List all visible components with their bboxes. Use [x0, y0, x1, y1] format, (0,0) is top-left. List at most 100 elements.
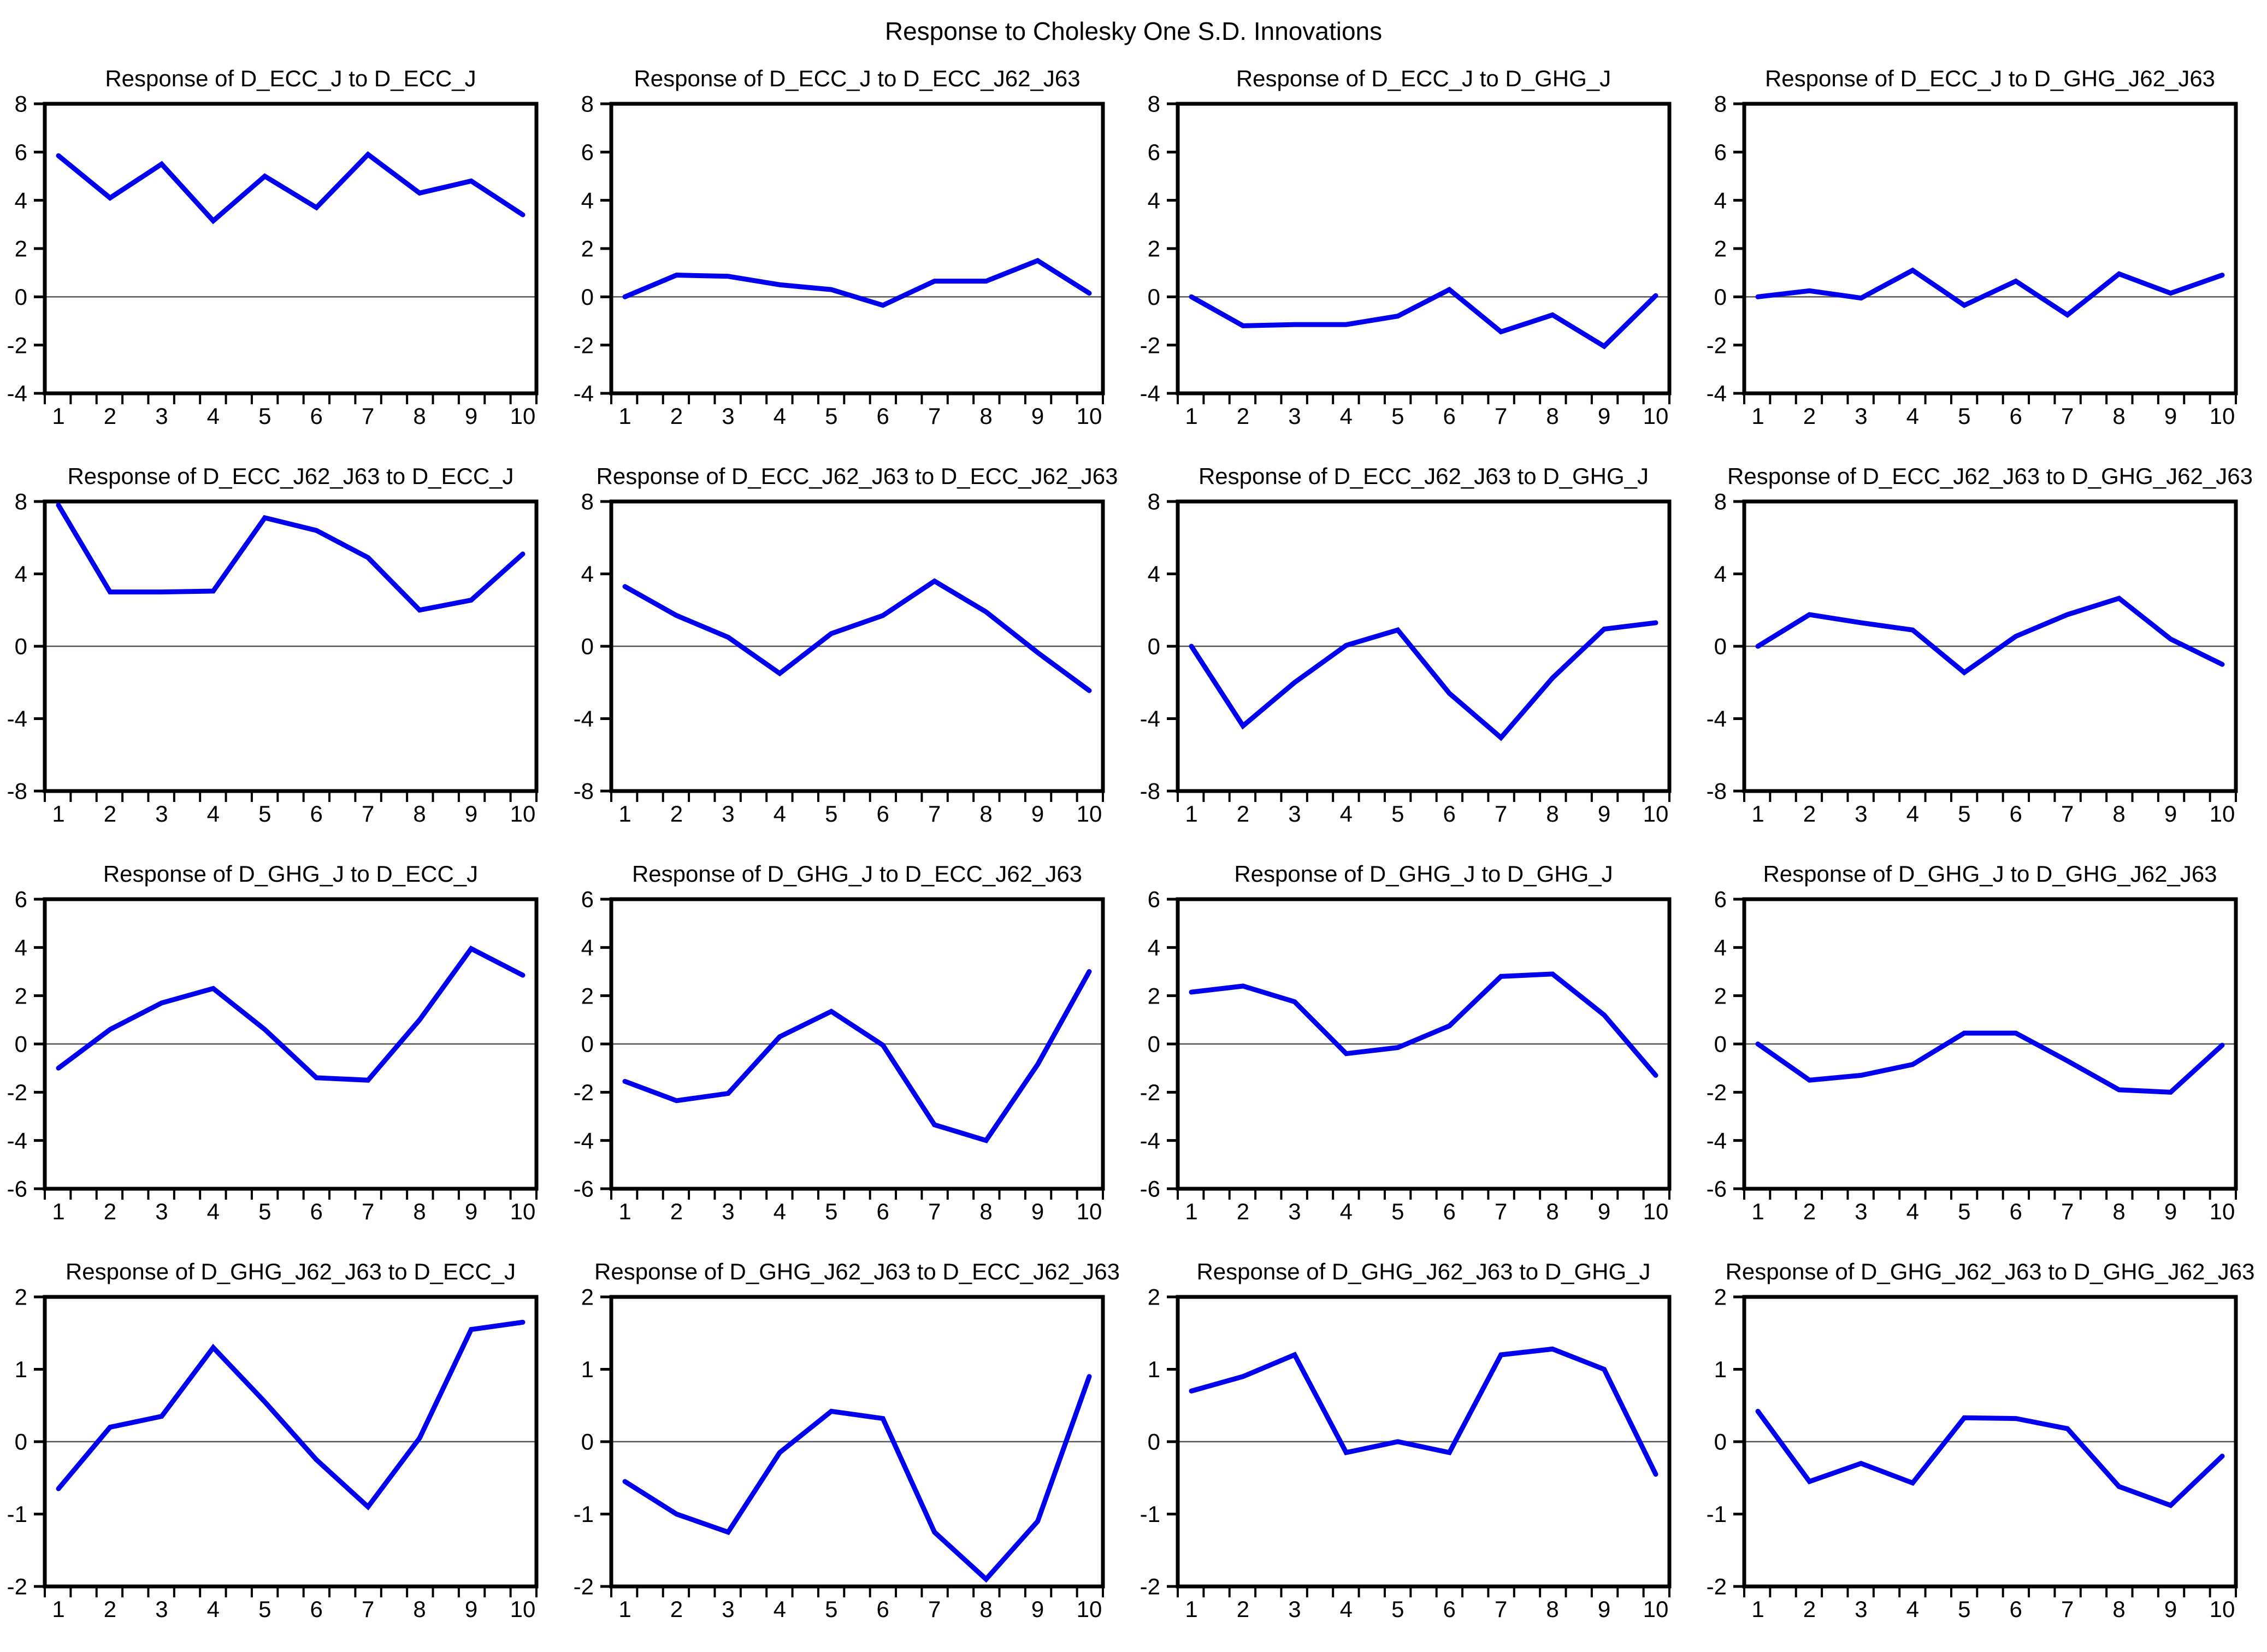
x-tick-label: 6 [310, 1199, 323, 1224]
axis-frame [43, 102, 539, 396]
subplot-cell: Response of D_ECC_J to D_ECC_J62_J63 8 6 4… [566, 60, 1133, 458]
x-tick-label: 5 [258, 403, 271, 429]
axis-frame [609, 897, 1105, 1191]
subplot-cell: Response of D_ECC_J to D_ECC_J 8 6 4 2 0 -2 -4… [0, 60, 566, 458]
x-tick-label: 8 [2112, 1596, 2125, 1622]
x-tick-label: 4 [1340, 1596, 1353, 1622]
x-tick-label: 3 [1288, 1199, 1301, 1224]
response-line [56, 503, 526, 613]
y-tick-label: -4 [7, 1128, 27, 1153]
x-tick-label: 10 [510, 801, 536, 827]
response-line [622, 258, 1092, 308]
subplot-title: Response of D_ECC_J62_J63 to D_GHG_J62_J… [1727, 463, 2253, 489]
y-tick-label: 6 [1714, 887, 1727, 912]
x-tick-label: 9 [465, 1199, 477, 1224]
x-tick-label: 3 [155, 1596, 168, 1622]
y-tick-label: 4 [15, 187, 27, 213]
y-tick-label: 1 [15, 1356, 27, 1382]
subplot-cell: Response of D_GHG_J62_J63 to D_GHG_J62_J… [1699, 1253, 2266, 1651]
axis-frame [1742, 499, 2238, 793]
subplot-cell: Response of D_GHG_J to D_ECC_J62_J63 6 4 2… [566, 856, 1133, 1253]
y-tick-label: -4 [7, 706, 27, 731]
axis-frame [609, 102, 1105, 396]
x-tick-label: 7 [928, 1596, 941, 1622]
subplot-title: Response of D_GHG_J62_J63 to D_GHG_J62_J… [1726, 1259, 2255, 1284]
subplot-title: Response of D_GHG_J to D_GHG_J [1234, 861, 1613, 887]
y-tick-label: -2 [1707, 1079, 1727, 1105]
y-tick-label: -4 [574, 1128, 594, 1153]
subplot-title: Response of D_ECC_J to D_GHG_J62_J63 [1765, 66, 2215, 91]
irf-chart: Response of D_GHG_J to D_ECC_J 6 4 2 0 -2 -4 -… [7, 861, 539, 1224]
y-tick-label: -2 [574, 1574, 594, 1600]
y-tick-label: 2 [1148, 1284, 1160, 1310]
x-tick-label: 4 [207, 1596, 220, 1622]
x-tick-label: 1 [1185, 1199, 1197, 1224]
y-tick-label: -4 [1707, 706, 1727, 731]
x-tick-label: 6 [877, 801, 889, 827]
y-tick-label: -2 [7, 1079, 27, 1105]
x-tick-label: 2 [1237, 1596, 1249, 1622]
x-tick-label: 10 [1077, 1596, 1102, 1622]
x-tick-label: 7 [928, 403, 941, 429]
x-tick-label: 2 [104, 1199, 116, 1224]
x-tick-label: 1 [52, 1199, 64, 1224]
y-tick-label: 8 [15, 91, 27, 117]
y-tick-label: 4 [581, 187, 594, 213]
subplot-cell: Response of D_GHG_J to D_GHG_J62_J63 6 4 2… [1699, 856, 2266, 1253]
x-tick-label: 5 [1958, 1199, 1970, 1224]
x-tick-label: 7 [362, 801, 374, 827]
y-tick-label: 0 [581, 284, 594, 310]
subplot-title: Response of D_ECC_J62_J63 to D_GHG_J [1199, 463, 1649, 489]
subplot-title: Response of D_GHG_J to D_GHG_J62_J63 [1763, 861, 2217, 887]
y-tick-label: -6 [1140, 1176, 1160, 1202]
x-tick-label: 10 [1643, 1199, 1669, 1224]
y-tick-label: 8 [581, 91, 594, 117]
x-tick-label: 4 [1906, 1199, 1919, 1224]
x-tick-label: 3 [1288, 403, 1301, 429]
x-tick-label: 7 [2061, 403, 2074, 429]
y-tick-label: 2 [1714, 236, 1727, 262]
x-tick-label: 7 [928, 801, 941, 827]
x-tick-label: 10 [1077, 801, 1102, 827]
x-tick-label: 10 [510, 1199, 536, 1224]
x-tick-label: 9 [1598, 1199, 1610, 1224]
x-tick-label: 8 [1546, 403, 1558, 429]
subplot-title: Response of D_GHG_J to D_ECC_J62_J63 [632, 861, 1082, 887]
y-tick-label: 0 [1148, 284, 1160, 310]
x-tick-label: 2 [1803, 1596, 1816, 1622]
subplot-title: Response of D_ECC_J62_J63 to D_ECC_J [67, 463, 513, 489]
y-tick-label: -4 [1707, 1128, 1727, 1153]
y-tick-label: -4 [1707, 381, 1727, 406]
y-tick-label: 4 [581, 561, 594, 587]
x-tick-label: 5 [1391, 801, 1404, 827]
x-tick-label: 1 [1751, 1596, 1764, 1622]
x-tick-label: 5 [1391, 403, 1404, 429]
x-tick-label: 9 [1598, 801, 1610, 827]
x-tick-label: 6 [2010, 403, 2022, 429]
x-tick-label: 8 [2112, 403, 2125, 429]
x-tick-label: 1 [1751, 403, 1764, 429]
x-tick-label: 3 [155, 403, 168, 429]
x-tick-label: 7 [2061, 1596, 2074, 1622]
x-tick-label: 2 [670, 1596, 683, 1622]
x-tick-label: 1 [1751, 1199, 1764, 1224]
x-tick-label: 3 [1855, 1596, 1867, 1622]
x-tick-label: 4 [1906, 1596, 1919, 1622]
x-tick-label: 8 [979, 1199, 992, 1224]
x-tick-label: 9 [465, 403, 477, 429]
y-tick-label: 1 [581, 1356, 594, 1382]
x-tick-label: 7 [1495, 1199, 1507, 1224]
y-tick-label: -1 [574, 1501, 594, 1527]
x-tick-label: 3 [155, 801, 168, 827]
y-tick-label: 6 [581, 139, 594, 165]
irf-chart: Response of D_GHG_J62_J63 to D_ECC_J62_J… [574, 1259, 1120, 1622]
x-tick-label: 3 [722, 801, 734, 827]
y-tick-label: -8 [574, 778, 594, 804]
x-tick-label: 1 [52, 1596, 64, 1622]
subplot-cell: Response of D_ECC_J62_J63 to D_ECC_J 8 4 0… [0, 458, 566, 856]
subplot-title: Response of D_GHG_J62_J63 to D_ECC_J62_J… [594, 1259, 1120, 1284]
x-tick-label: 8 [1546, 801, 1558, 827]
x-tick-label: 10 [510, 403, 536, 429]
y-tick-label: 0 [15, 284, 27, 310]
subplot-cell: Response of D_ECC_J62_J63 to D_GHG_J62_J… [1699, 458, 2266, 856]
